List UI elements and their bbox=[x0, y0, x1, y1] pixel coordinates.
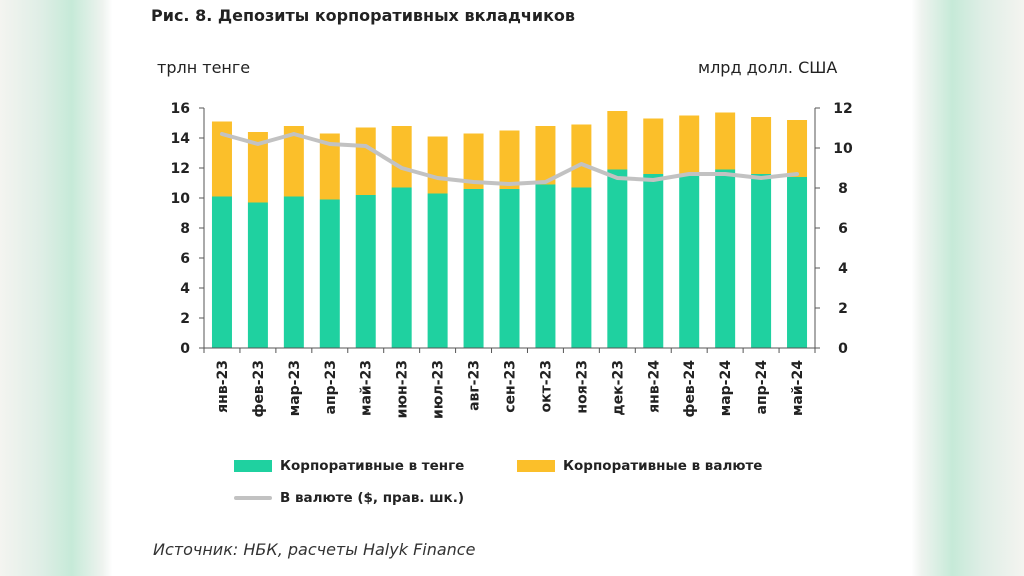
left-axis-tick-label: 12 bbox=[171, 161, 190, 177]
bar-tenge bbox=[787, 177, 808, 348]
bar-tenge bbox=[247, 202, 268, 348]
legend-label-currency: Корпоративные в валюте bbox=[563, 458, 763, 474]
x-axis-tick-label: авг-23 bbox=[467, 360, 483, 411]
bar-currency bbox=[751, 117, 772, 174]
x-axis-tick-label: сен-23 bbox=[503, 360, 519, 413]
right-axis-unit: млрд долл. США bbox=[698, 58, 838, 77]
legend-label-tenge: Корпоративные в тенге bbox=[280, 458, 465, 474]
x-axis-tick-label: июл-23 bbox=[431, 360, 447, 419]
x-axis-tick-label: апр-24 bbox=[754, 360, 770, 415]
legend-item-usd-line: В валюте ($, прав. шк.) bbox=[234, 490, 464, 506]
bar-tenge bbox=[715, 169, 736, 348]
left-axis-tick-label: 4 bbox=[180, 281, 190, 297]
bar-currency bbox=[391, 126, 412, 188]
left-axis-tick-label: 2 bbox=[180, 311, 190, 327]
x-axis-tick-label: янв-23 bbox=[215, 360, 231, 413]
bar-tenge bbox=[463, 189, 484, 348]
x-axis-tick-label: фев-24 bbox=[682, 360, 698, 418]
bar-currency bbox=[463, 133, 484, 189]
x-axis-tick-label: июн-23 bbox=[395, 360, 411, 418]
bar-currency bbox=[427, 136, 448, 194]
bar-currency bbox=[499, 130, 520, 189]
x-axis-tick-label: фев-23 bbox=[251, 360, 267, 418]
bar-currency bbox=[283, 126, 304, 197]
bar-currency bbox=[211, 121, 232, 197]
bar-currency bbox=[643, 118, 664, 174]
x-axis-tick-label: мар-23 bbox=[287, 360, 303, 416]
right-axis-tick-label: 6 bbox=[838, 221, 848, 237]
x-axis-tick-label: май-23 bbox=[359, 360, 375, 416]
bar-currency bbox=[787, 120, 808, 177]
x-axis-tick-label: май-24 bbox=[790, 360, 806, 416]
legend-swatch-tenge bbox=[234, 460, 272, 472]
bar-tenge bbox=[571, 187, 592, 348]
left-axis-tick-label: 14 bbox=[171, 131, 191, 147]
legend-swatch-usd-line bbox=[234, 496, 272, 500]
left-axis-tick-label: 6 bbox=[180, 251, 190, 267]
bar-tenge bbox=[751, 174, 772, 348]
chart-title: Рис. 8. Депозиты корпоративных вкладчико… bbox=[151, 6, 576, 25]
bar-tenge bbox=[499, 189, 520, 348]
legend-item-tenge: Корпоративные в тенге bbox=[234, 458, 464, 474]
x-axis-tick-label: дек-23 bbox=[610, 360, 626, 416]
left-axis-tick-label: 10 bbox=[171, 191, 191, 207]
bar-currency bbox=[571, 124, 592, 188]
bar-tenge bbox=[211, 196, 232, 348]
left-axis-tick-label: 16 bbox=[171, 101, 190, 117]
right-axis-tick-label: 2 bbox=[838, 301, 848, 317]
bar-tenge bbox=[427, 193, 448, 348]
legend-item-currency: Корпоративные в валюте bbox=[517, 458, 762, 474]
right-axis-tick-label: 8 bbox=[838, 181, 848, 197]
right-axis-tick-label: 12 bbox=[833, 101, 852, 117]
bar-tenge bbox=[319, 199, 340, 348]
right-axis-tick-label: 10 bbox=[833, 141, 853, 157]
right-axis-tick-label: 4 bbox=[838, 261, 848, 277]
bar-tenge bbox=[643, 174, 664, 348]
x-axis-tick-label: мар-24 bbox=[718, 360, 734, 416]
bar-currency bbox=[319, 133, 340, 200]
bar-tenge bbox=[679, 175, 700, 348]
legend-label-usd-line: В валюте ($, прав. шк.) bbox=[280, 490, 464, 506]
source-note: Источник: НБК, расчеты Halyk Finance bbox=[153, 540, 476, 559]
bar-tenge bbox=[283, 196, 304, 348]
line-usd bbox=[219, 132, 800, 186]
left-axis-unit: трлн тенге bbox=[157, 58, 251, 77]
left-axis-tick-label: 0 bbox=[180, 341, 190, 357]
legend-swatch-currency bbox=[517, 460, 555, 472]
left-axis-tick-label: 8 bbox=[180, 221, 190, 237]
x-axis-tick-label: апр-23 bbox=[323, 360, 339, 414]
right-axis-tick-label: 0 bbox=[838, 341, 848, 357]
x-axis-tick-label: янв-24 bbox=[646, 360, 662, 413]
bar-currency bbox=[355, 127, 376, 195]
bar-tenge bbox=[535, 184, 556, 348]
bar-currency bbox=[679, 115, 700, 176]
x-axis-tick-label: ноя-23 bbox=[574, 360, 590, 414]
bar-tenge bbox=[391, 187, 412, 348]
bar-currency bbox=[247, 132, 268, 203]
bar-currency bbox=[607, 111, 628, 170]
x-axis-tick-label: окт-23 bbox=[538, 360, 554, 413]
bar-tenge bbox=[607, 169, 628, 348]
bar-currency bbox=[535, 126, 556, 185]
bar-currency bbox=[715, 112, 736, 170]
bar-tenge bbox=[355, 195, 376, 348]
